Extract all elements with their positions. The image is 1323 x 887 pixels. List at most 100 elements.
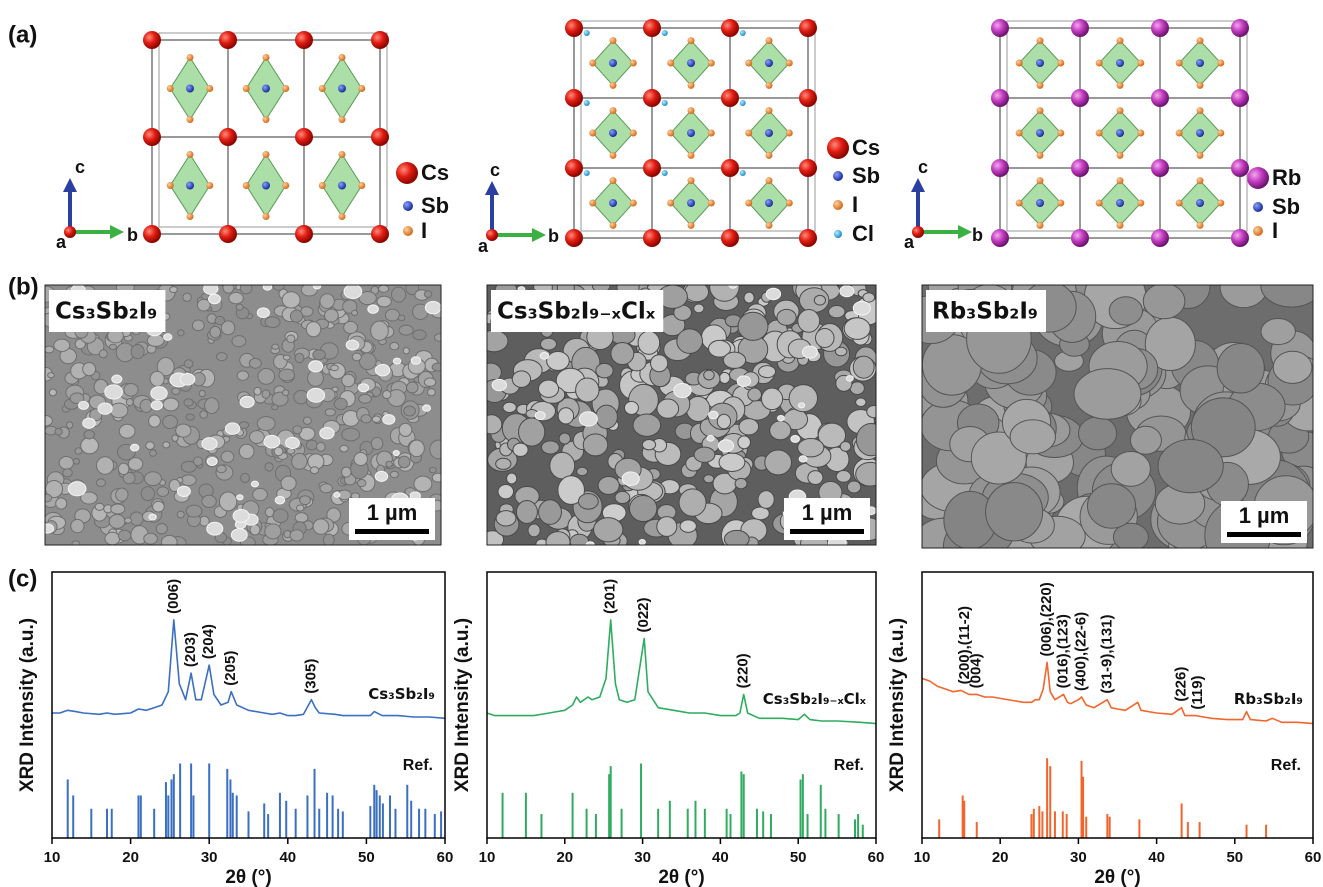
atom-i <box>1057 200 1064 207</box>
grain <box>1217 344 1264 393</box>
bright-grain <box>78 401 88 409</box>
grain <box>49 389 56 396</box>
legend-label: I <box>852 192 858 217</box>
grain <box>496 511 516 526</box>
reference-label: Ref. <box>403 757 433 774</box>
grain <box>513 443 528 456</box>
atom-a <box>991 89 1009 107</box>
peak-label: (205) <box>222 651 239 686</box>
atom-a <box>1231 159 1249 177</box>
atom-a <box>371 225 389 243</box>
atom-i <box>610 82 617 89</box>
atom-i <box>187 54 194 61</box>
grain <box>67 422 73 429</box>
bright-grain <box>622 472 639 486</box>
grain <box>141 487 154 501</box>
grain <box>116 488 128 501</box>
grain <box>624 401 638 414</box>
bright-grain <box>579 412 597 426</box>
grain <box>272 405 278 410</box>
x-tick-label: 20 <box>122 849 139 866</box>
grain <box>306 322 320 337</box>
grain <box>200 411 207 419</box>
atom-i <box>1117 37 1124 44</box>
grain <box>217 465 227 473</box>
grain <box>516 501 537 524</box>
grain <box>221 451 234 462</box>
grain <box>186 414 194 420</box>
grain <box>409 440 424 457</box>
grain <box>216 353 227 361</box>
atom-i <box>1037 37 1044 44</box>
atom-sb <box>609 129 617 137</box>
grain <box>1273 351 1312 383</box>
atom-a <box>143 31 161 49</box>
atom-a <box>143 225 161 243</box>
legend-swatch <box>833 171 843 181</box>
bright-grain <box>674 384 691 398</box>
bright-grain <box>425 301 441 313</box>
grain <box>273 509 288 523</box>
atom-sb <box>687 199 695 207</box>
grain <box>99 350 107 358</box>
atom-i <box>589 130 596 137</box>
atom-i <box>1096 200 1103 207</box>
grain <box>293 426 302 434</box>
bright-grain <box>639 540 645 545</box>
atom-sb <box>1196 59 1204 67</box>
atom-i <box>167 182 174 189</box>
atom-i <box>766 152 773 159</box>
grain <box>596 405 618 428</box>
x-axis-label: 2θ (°) <box>225 867 271 887</box>
atom-sb <box>262 85 270 93</box>
grain <box>156 524 167 534</box>
grain <box>56 498 67 509</box>
atom-i <box>630 200 637 207</box>
bright-grain <box>264 435 280 448</box>
grain <box>96 479 105 487</box>
grain <box>496 458 511 469</box>
grain <box>840 441 851 451</box>
atom-i <box>630 60 637 67</box>
grain <box>547 351 570 370</box>
atom-i <box>766 177 773 184</box>
bright-grain <box>778 415 785 420</box>
atom-i <box>339 151 346 158</box>
grain <box>677 329 703 354</box>
sem-label: Cs₃Sb₂I₉₋ₓClₓ <box>497 299 656 325</box>
bright-grain <box>202 438 217 450</box>
grain <box>184 360 193 368</box>
atom-i <box>688 37 695 44</box>
bright-grain <box>798 403 804 408</box>
grain <box>178 330 185 336</box>
x-tick-label: 10 <box>914 849 931 866</box>
grain <box>199 390 205 396</box>
grain <box>265 317 280 328</box>
atom-cl <box>662 100 668 106</box>
atom-i <box>1037 107 1044 114</box>
grain <box>232 336 246 347</box>
atom-sb <box>1036 129 1044 137</box>
atom-i <box>1117 152 1124 159</box>
atom-i <box>1117 107 1124 114</box>
atom-sb <box>687 129 695 137</box>
atom-i <box>1037 152 1044 159</box>
peak-label: (203) <box>182 632 199 667</box>
grain <box>386 461 393 467</box>
panel-label: (a) <box>8 21 37 48</box>
grain <box>126 399 133 406</box>
grain <box>183 293 191 301</box>
atom-a <box>721 89 739 107</box>
atom-i <box>187 213 194 220</box>
atom-i <box>667 60 674 67</box>
grain <box>239 422 248 429</box>
grain <box>427 389 435 396</box>
atom-sb <box>186 182 194 190</box>
bright-grain <box>535 412 545 420</box>
bright-grain <box>180 373 195 385</box>
axis-label: a <box>904 232 915 252</box>
atom-a <box>371 128 389 146</box>
grain <box>424 291 432 298</box>
bright-grain <box>709 411 718 418</box>
atom-i <box>745 60 752 67</box>
